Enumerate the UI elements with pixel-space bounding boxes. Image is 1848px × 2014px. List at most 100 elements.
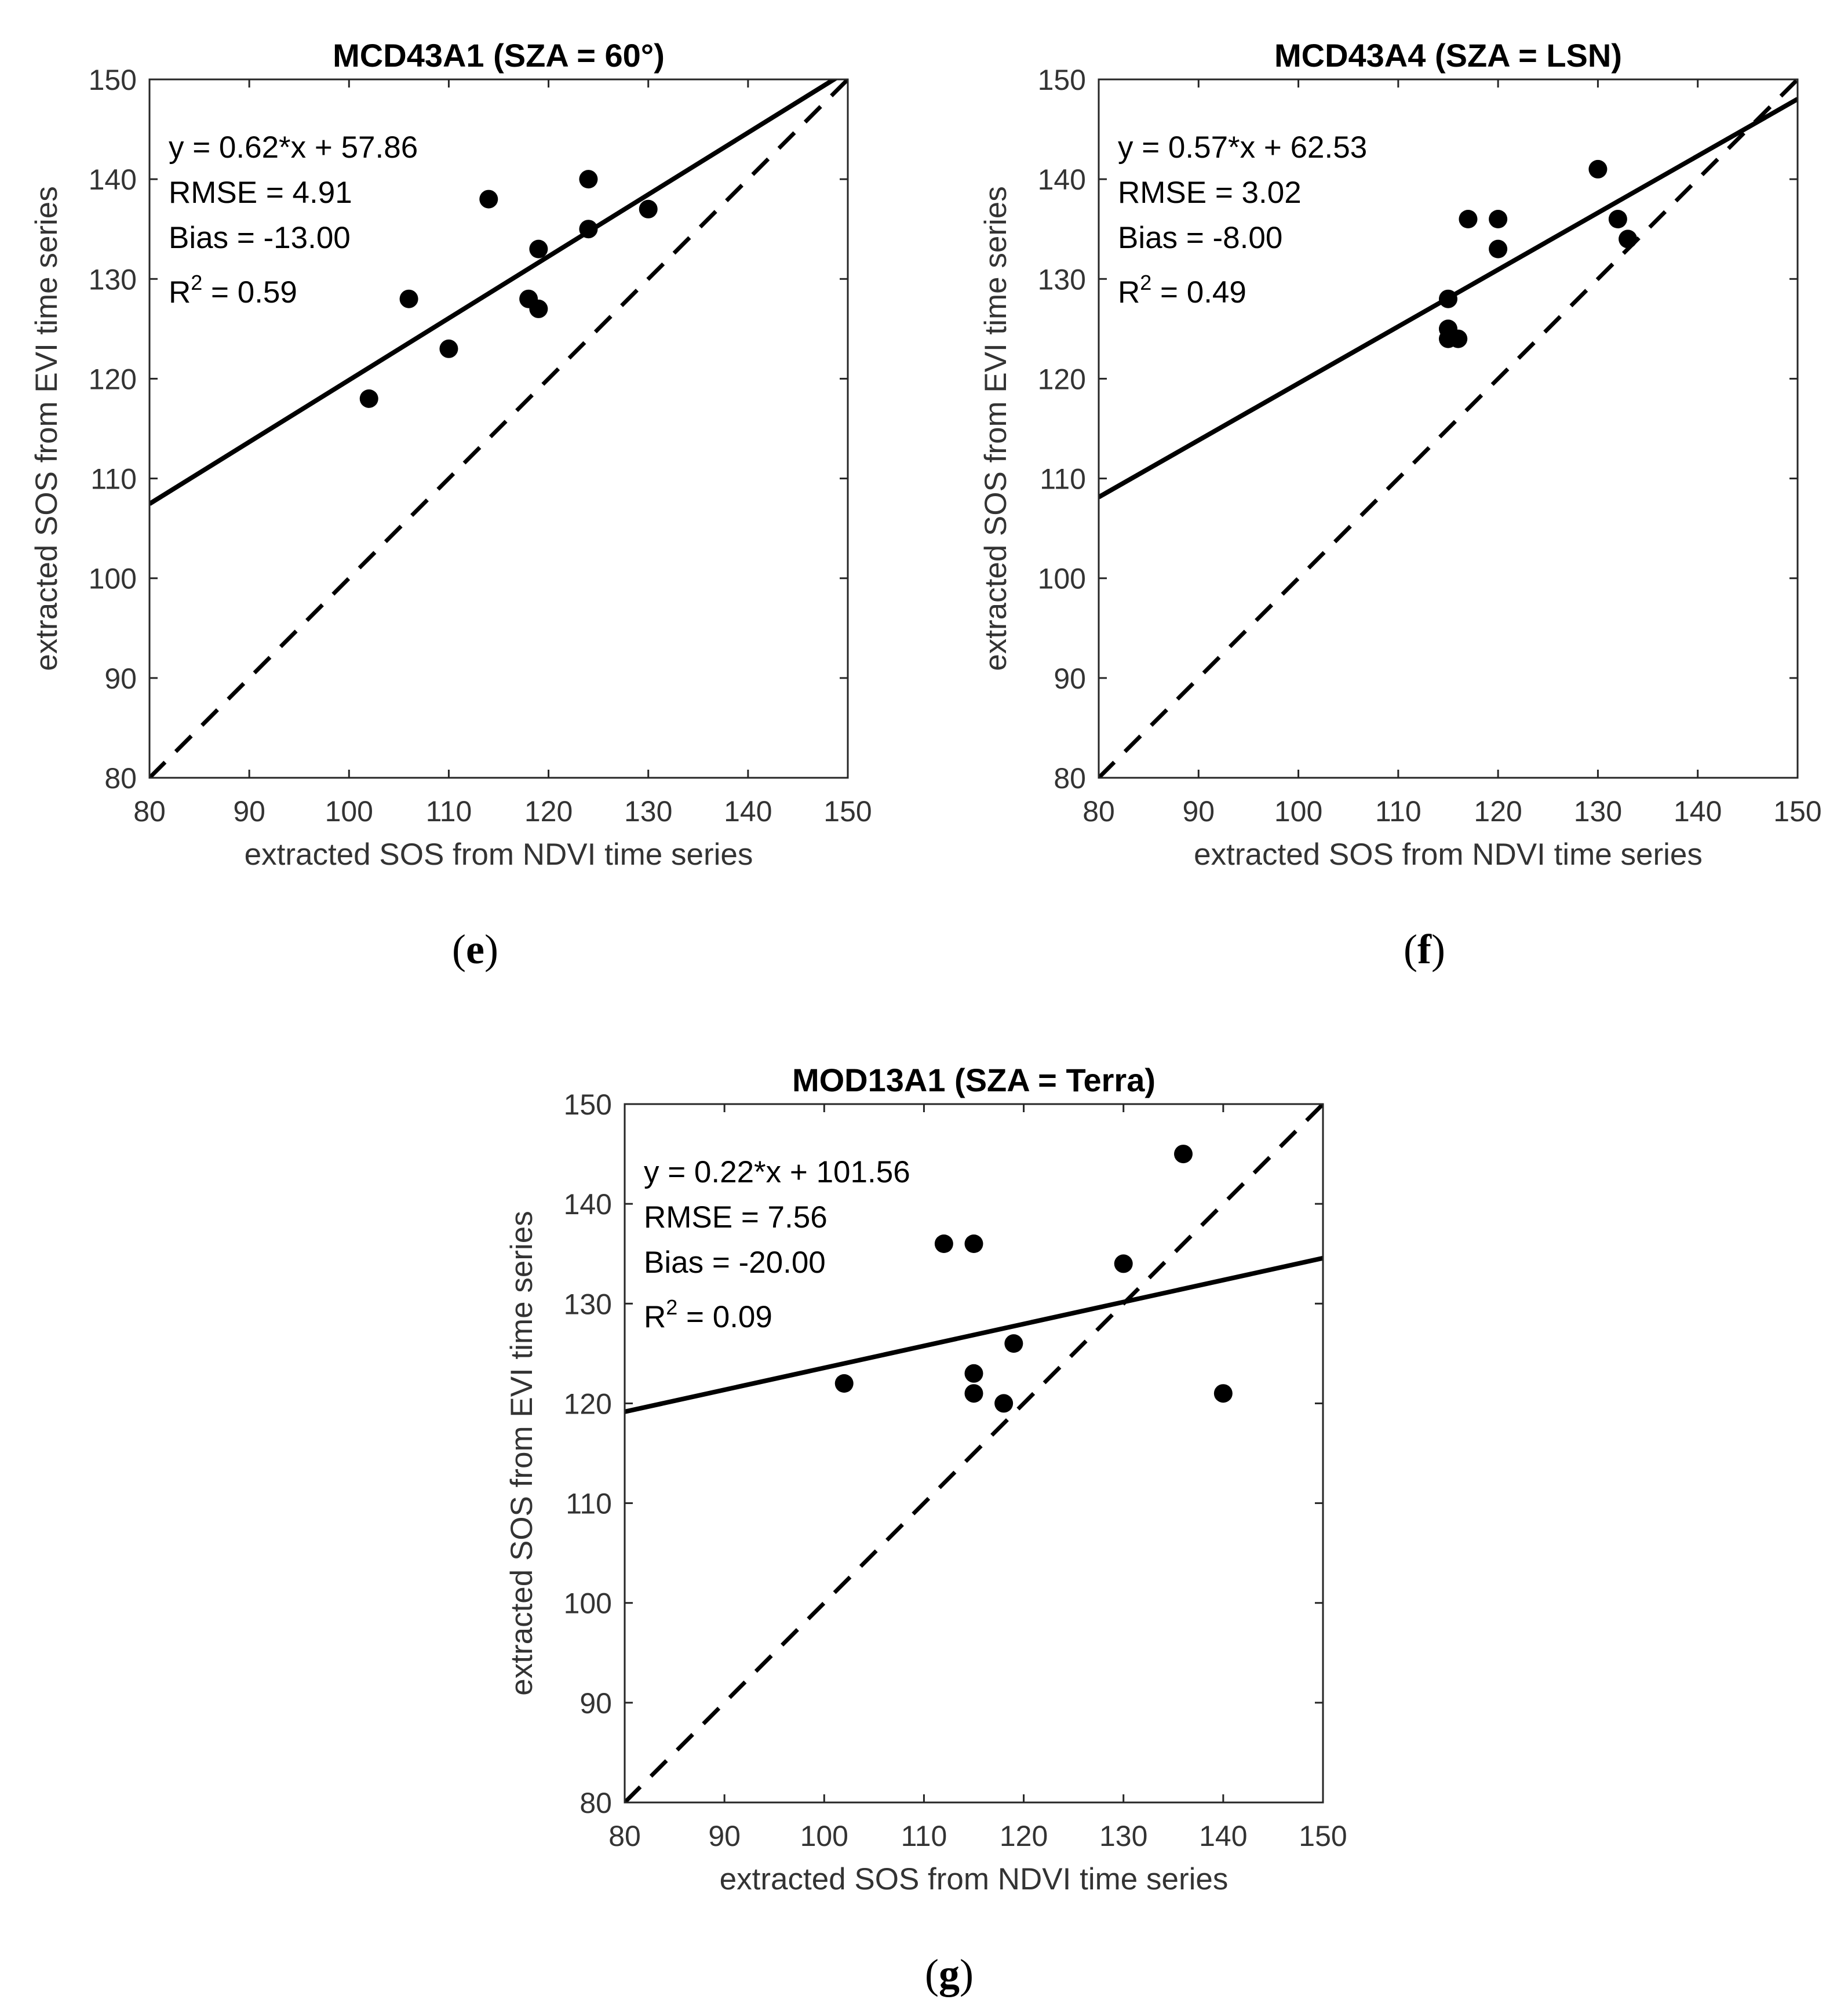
y-axis-label-f: extracted SOS from EVI time series bbox=[979, 186, 1013, 671]
plot-frame-f bbox=[1098, 78, 1799, 779]
x-tick-label: 110 bbox=[426, 795, 472, 828]
y-tick-label: 140 bbox=[1038, 163, 1086, 196]
y-tick-label: 120 bbox=[89, 363, 137, 395]
data-point bbox=[1213, 1384, 1233, 1403]
r2-value: = 0.49 bbox=[1151, 275, 1246, 309]
data-point bbox=[529, 299, 548, 318]
y-tick-label: 150 bbox=[89, 64, 137, 96]
x-tick-label: 150 bbox=[1299, 1820, 1347, 1852]
data-point bbox=[1459, 210, 1478, 228]
one-to-one-line-f bbox=[1099, 79, 1798, 778]
y-tick-label: 110 bbox=[90, 463, 137, 496]
chart-panel-g: MOD13A1 (SZA = Terra) 80 90 100 110 120 130 140… bbox=[505, 1062, 1347, 1896]
data-point bbox=[934, 1234, 953, 1253]
stat-r2-f: R2 = 0.49 bbox=[1118, 271, 1246, 309]
y-tick-label: 120 bbox=[1038, 363, 1086, 395]
stat-bias-f: Bias = -8.00 bbox=[1118, 221, 1282, 255]
y-tick-label: 100 bbox=[89, 563, 137, 595]
data-point bbox=[479, 190, 498, 209]
r2-value: = 0.09 bbox=[677, 1300, 772, 1334]
y-tick-label: 100 bbox=[564, 1587, 612, 1620]
x-tick-label: 150 bbox=[823, 795, 872, 828]
chart-panel-e: MCD43A1 (SZA = 60°) 80 90 100 110 120 130 140 15… bbox=[30, 37, 872, 872]
data-point bbox=[1439, 289, 1457, 308]
data-point bbox=[964, 1384, 983, 1403]
y-tick-label: 110 bbox=[566, 1488, 612, 1520]
chart-title-g: MOD13A1 (SZA = Terra) bbox=[792, 1062, 1156, 1098]
y-tick-label: 140 bbox=[89, 163, 137, 196]
data-point bbox=[579, 170, 598, 189]
x-tick-label: 150 bbox=[1773, 795, 1821, 828]
panel-label-f: (f) bbox=[1404, 926, 1445, 973]
x-tick-label: 90 bbox=[233, 795, 265, 828]
stat-equation-g: y = 0.22*x + 101.56 bbox=[644, 1155, 910, 1189]
data-point bbox=[834, 1374, 854, 1393]
y-tick-label: 120 bbox=[564, 1387, 612, 1420]
plot-frame-e bbox=[148, 78, 849, 779]
stat-rmse-g: RMSE = 7.56 bbox=[644, 1200, 828, 1234]
y-tick-label: 130 bbox=[564, 1288, 612, 1320]
r2-superscript: 2 bbox=[1140, 271, 1151, 294]
y-axis-label-g: extracted SOS from EVI time series bbox=[505, 1211, 539, 1695]
data-point bbox=[359, 389, 378, 408]
x-axis-label-f: extracted SOS from NDVI time series bbox=[1194, 837, 1703, 872]
x-tick-label: 110 bbox=[901, 1820, 947, 1852]
chart-title-f: MCD43A4 (SZA = LSN) bbox=[1274, 37, 1622, 74]
x-tick-label: 100 bbox=[325, 795, 373, 828]
stat-r2-g: R2 = 0.09 bbox=[644, 1295, 772, 1334]
data-point bbox=[994, 1394, 1014, 1413]
chart-title-e: MCD43A1 (SZA = 60°) bbox=[333, 37, 665, 74]
x-tick-label: 110 bbox=[1375, 795, 1421, 828]
stat-rmse-f: RMSE = 3.02 bbox=[1118, 176, 1302, 210]
data-point bbox=[579, 220, 598, 239]
data-point bbox=[964, 1364, 983, 1383]
regression-line-e bbox=[150, 79, 839, 506]
x-tick-label: 120 bbox=[524, 795, 573, 828]
data-point bbox=[1588, 159, 1608, 179]
y-tick-label: 150 bbox=[564, 1088, 612, 1121]
chart-panel-f: MCD43A4 (SZA = LSN) 80 90 100 110 120 130 140 15… bbox=[979, 37, 1822, 872]
x-tick-label: 140 bbox=[724, 795, 772, 828]
y-tick-label: 80 bbox=[104, 762, 137, 795]
panel-label-e: (e) bbox=[452, 926, 498, 973]
r2-prefix: R bbox=[169, 275, 191, 309]
x-tick-label: 130 bbox=[624, 795, 672, 828]
y-tick-label: 90 bbox=[579, 1687, 612, 1720]
r2-prefix: R bbox=[1118, 275, 1140, 309]
y-tick-label: 140 bbox=[564, 1188, 612, 1221]
stat-rmse-e: RMSE = 4.91 bbox=[169, 176, 352, 210]
y-tick-label: 80 bbox=[1054, 762, 1086, 795]
x-tick-label: 100 bbox=[1274, 795, 1322, 828]
data-point bbox=[529, 239, 548, 258]
data-point bbox=[1619, 230, 1638, 249]
x-tick-label: 140 bbox=[1674, 795, 1722, 828]
y-tick-label: 100 bbox=[1038, 563, 1086, 595]
y-tick-label: 130 bbox=[89, 263, 137, 296]
x-tick-label: 80 bbox=[133, 795, 166, 828]
one-to-one-line-g bbox=[625, 1104, 1323, 1802]
data-point bbox=[1004, 1334, 1023, 1353]
x-tick-label: 90 bbox=[1182, 795, 1215, 828]
stat-equation-e: y = 0.62*x + 57.86 bbox=[169, 130, 418, 165]
y-tick-label: 130 bbox=[1038, 263, 1086, 296]
panel-label-g: (g) bbox=[925, 1951, 974, 1997]
data-point bbox=[1114, 1254, 1133, 1273]
y-tick-label: 150 bbox=[1038, 64, 1086, 96]
stat-r2-e: R2 = 0.59 bbox=[169, 271, 297, 309]
regression-line-g bbox=[625, 1255, 1323, 1414]
x-axis-label-g: extracted SOS from NDVI time series bbox=[720, 1862, 1229, 1896]
one-to-one-line-e bbox=[150, 79, 848, 778]
r2-prefix: R bbox=[644, 1300, 666, 1334]
stat-bias-e: Bias = -13.00 bbox=[169, 221, 351, 255]
data-point bbox=[1174, 1145, 1193, 1164]
x-tick-label: 120 bbox=[1474, 795, 1522, 828]
r2-superscript: 2 bbox=[191, 271, 202, 294]
data-point bbox=[964, 1234, 983, 1253]
stat-bias-g: Bias = -20.00 bbox=[644, 1245, 826, 1280]
y-tick-label: 80 bbox=[579, 1787, 612, 1819]
data-point bbox=[439, 339, 458, 358]
x-tick-label: 130 bbox=[1099, 1820, 1147, 1852]
r2-value: = 0.59 bbox=[202, 275, 297, 309]
r2-superscript: 2 bbox=[666, 1295, 677, 1319]
